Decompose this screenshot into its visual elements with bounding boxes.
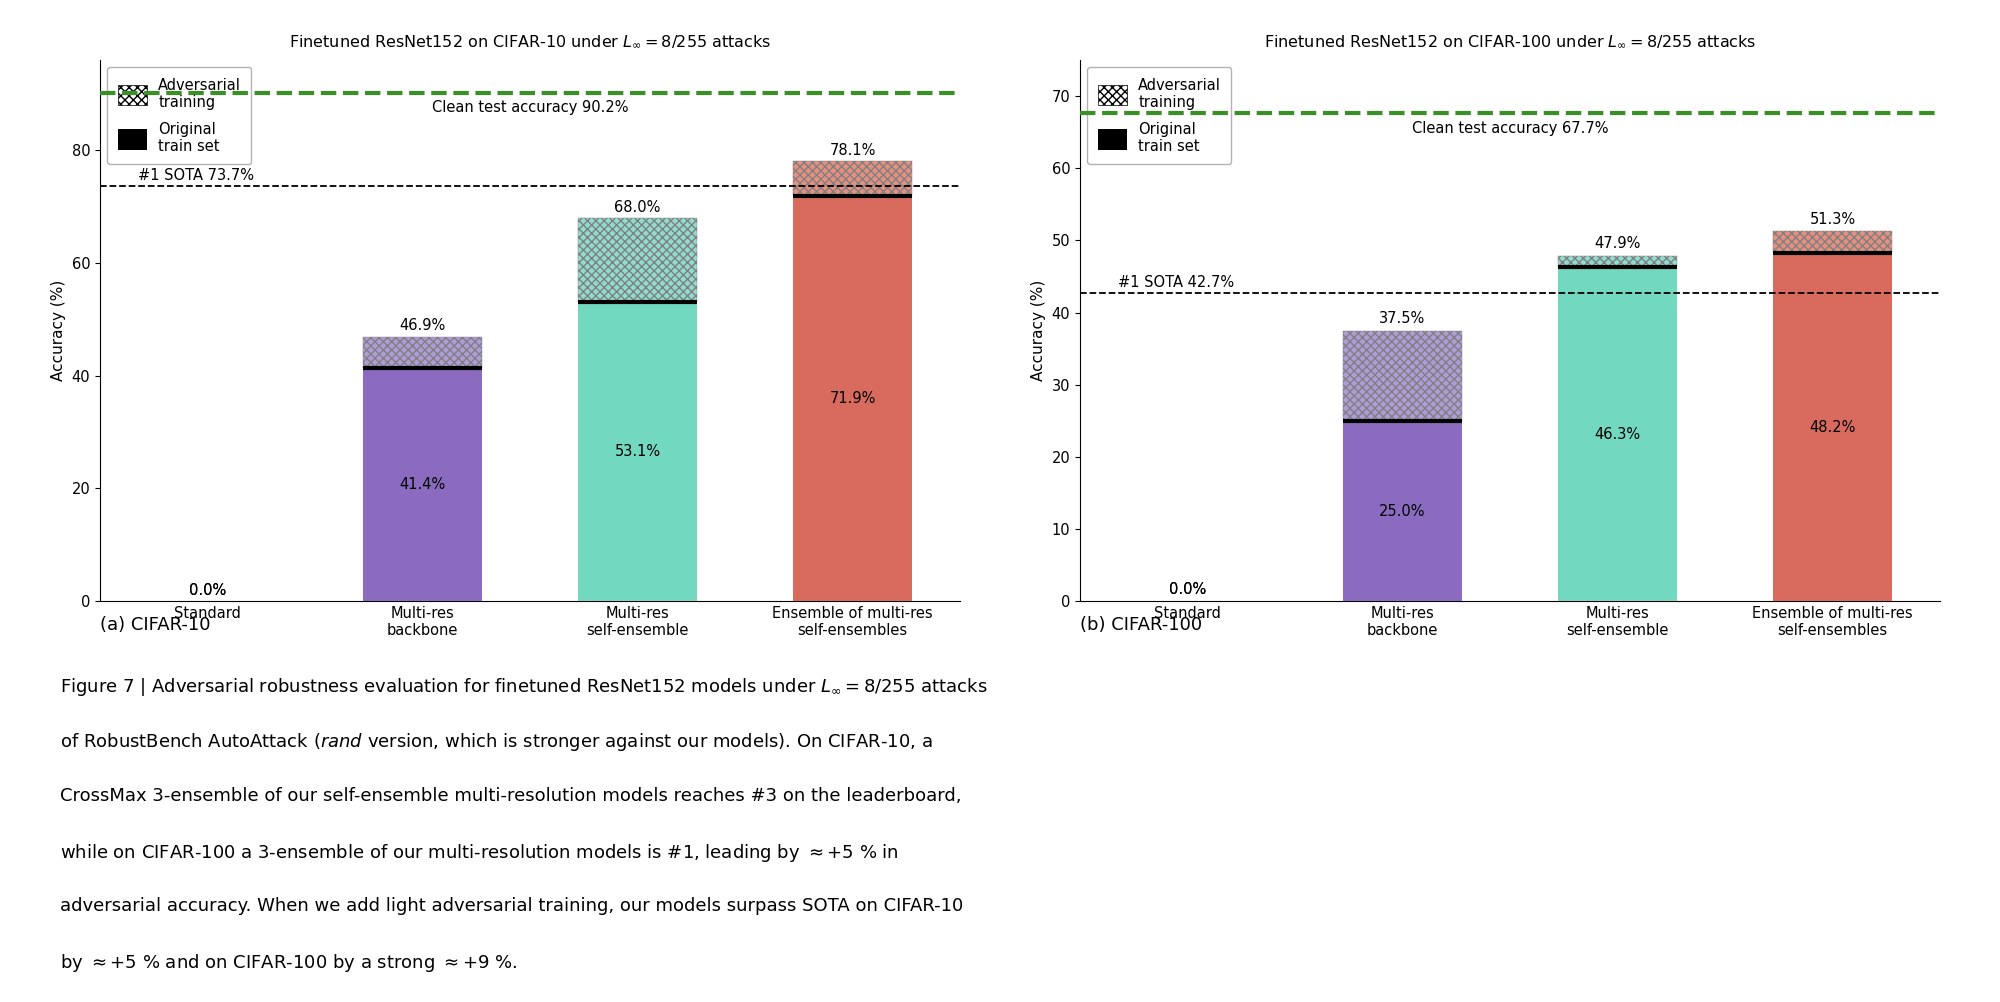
- Legend: Adversarial
training, Original
train set: Adversarial training, Original train set: [108, 67, 252, 164]
- Bar: [1558, 256, 1676, 268]
- Text: #1 SOTA 42.7%: #1 SOTA 42.7%: [1118, 275, 1234, 290]
- Text: 0.0%: 0.0%: [1168, 582, 1206, 597]
- Bar: [364, 337, 482, 368]
- Text: adversarial accuracy. When we add light adversarial training, our models surpass: adversarial accuracy. When we add light …: [60, 897, 964, 915]
- Text: (b) CIFAR-100: (b) CIFAR-100: [1080, 616, 1202, 634]
- Text: 71.9%: 71.9%: [830, 391, 876, 406]
- Text: (a) CIFAR-10: (a) CIFAR-10: [100, 616, 210, 634]
- Bar: [578, 302, 696, 601]
- Title: Finetuned ResNet152 on CIFAR-10 under $L_\infty = 8/255$ attacks: Finetuned ResNet152 on CIFAR-10 under $L…: [288, 33, 772, 50]
- Text: 48.2%: 48.2%: [1810, 420, 1856, 435]
- Bar: [794, 196, 912, 601]
- Title: Finetuned ResNet152 on CIFAR-100 under $L_\infty = 8/255$ attacks: Finetuned ResNet152 on CIFAR-100 under $…: [1264, 33, 1756, 50]
- Bar: [364, 368, 482, 601]
- Text: 46.3%: 46.3%: [1594, 427, 1640, 442]
- Bar: [1774, 231, 1892, 254]
- Text: Clean test accuracy 90.2%: Clean test accuracy 90.2%: [432, 99, 628, 114]
- Text: Clean test accuracy 67.7%: Clean test accuracy 67.7%: [1412, 121, 1608, 136]
- Text: 25.0%: 25.0%: [1380, 504, 1426, 518]
- Text: 51.3%: 51.3%: [1810, 211, 1856, 226]
- Text: #1 SOTA 73.7%: #1 SOTA 73.7%: [138, 168, 254, 183]
- Text: 47.9%: 47.9%: [1594, 236, 1640, 252]
- Text: 78.1%: 78.1%: [830, 142, 876, 157]
- Y-axis label: Accuracy (%): Accuracy (%): [1030, 280, 1046, 382]
- Text: 41.4%: 41.4%: [400, 477, 446, 492]
- Bar: [578, 218, 696, 302]
- Bar: [794, 161, 912, 196]
- Text: 53.1%: 53.1%: [614, 444, 660, 459]
- Text: 0.0%: 0.0%: [1168, 582, 1206, 597]
- Text: 0.0%: 0.0%: [188, 583, 226, 598]
- Bar: [1344, 421, 1462, 601]
- Text: 37.5%: 37.5%: [1380, 312, 1426, 327]
- Text: 0.0%: 0.0%: [188, 583, 226, 598]
- Text: of RobustBench AutoAttack ($\it{rand}$ version, which is stronger against our mo: of RobustBench AutoAttack ($\it{rand}$ v…: [60, 731, 932, 754]
- Bar: [1774, 254, 1892, 601]
- Text: 46.9%: 46.9%: [400, 319, 446, 334]
- Bar: [1344, 331, 1462, 421]
- Y-axis label: Accuracy (%): Accuracy (%): [50, 280, 66, 382]
- Text: CrossMax 3-ensemble of our self-ensemble multi-resolution models reaches #3 on t: CrossMax 3-ensemble of our self-ensemble…: [60, 787, 962, 805]
- Text: by $\approx$+5 % and on CIFAR-100 by a strong $\approx$+9 %.: by $\approx$+5 % and on CIFAR-100 by a s…: [60, 952, 518, 974]
- Text: 68.0%: 68.0%: [614, 199, 660, 214]
- Text: while on CIFAR-100 a 3-ensemble of our multi-resolution models is #1, leading by: while on CIFAR-100 a 3-ensemble of our m…: [60, 842, 898, 864]
- Bar: [1558, 268, 1676, 601]
- Legend: Adversarial
training, Original
train set: Adversarial training, Original train set: [1088, 67, 1232, 164]
- Text: Figure 7 | Adversarial robustness evaluation for finetuned ResNet152 models unde: Figure 7 | Adversarial robustness evalua…: [60, 676, 988, 698]
